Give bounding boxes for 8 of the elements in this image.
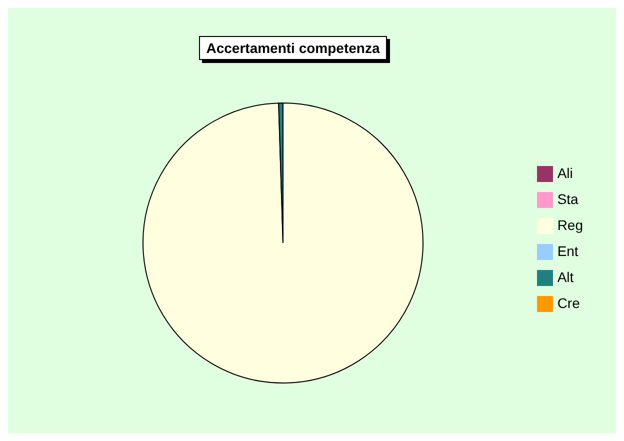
legend-label: Reg bbox=[557, 217, 583, 233]
legend-label: Ali bbox=[557, 165, 573, 181]
pie-slice bbox=[142, 102, 424, 384]
legend-label: Ent bbox=[557, 243, 578, 259]
legend-label: Cre bbox=[557, 295, 580, 311]
legend-label: Sta bbox=[557, 191, 578, 207]
legend-label: Alt bbox=[557, 269, 574, 285]
chart-title: Accertamenti competenza bbox=[199, 36, 387, 60]
